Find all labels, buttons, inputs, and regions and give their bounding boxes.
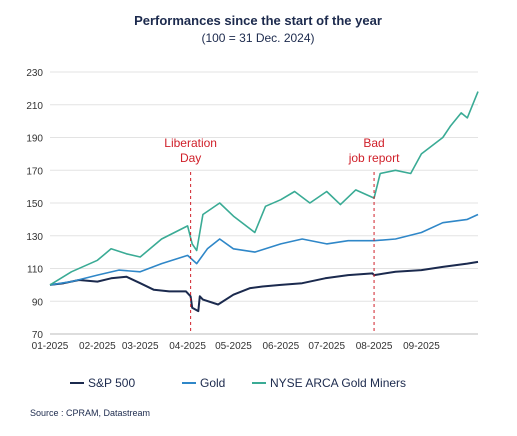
x-axis-ticks: 01-2025 02-2025 03-2025 04-2025 05-2025 06-20… — [32, 341, 441, 352]
source-note: Source : CPRAM, Datastream — [30, 408, 150, 418]
annotation-text-1-0: Bad — [363, 136, 384, 150]
series-line-0 — [49, 260, 479, 313]
annotation-text-0-0: Liberation — [164, 136, 217, 150]
x-tick-label-03-2025: 03-2025 — [122, 341, 159, 352]
y-tick-label-170: 170 — [26, 166, 43, 177]
annotation-text-0-1: Day — [180, 151, 201, 165]
y-axis-ticks: 70 90 110 130 150 170 190 210 230 — [26, 68, 43, 341]
series-lines — [49, 91, 479, 313]
x-tick-label-08-2025: 08-2025 — [356, 341, 393, 352]
series-line-1 — [49, 213, 479, 286]
x-tick-label-04-2025: 04-2025 — [169, 341, 206, 352]
y-tick-label-130: 130 — [26, 232, 43, 243]
series-line-2 — [49, 91, 479, 286]
gridlines — [50, 71, 478, 335]
y-tick-label-230: 230 — [26, 68, 43, 79]
chart-title: Performances since the start of the year — [134, 13, 382, 28]
legend-label-0: S&P 500 — [88, 376, 135, 390]
legend: S&P 500 Gold NYSE ARCA Gold Miners — [70, 376, 406, 390]
x-tick-label-05-2025: 05-2025 — [215, 341, 252, 352]
chart-subtitle: (100 = 31 Dec. 2024) — [201, 31, 314, 45]
x-tick-label-02-2025: 02-2025 — [79, 341, 116, 352]
x-tick-label-01-2025: 01-2025 — [32, 341, 69, 352]
annotation-text-1-1: job report — [348, 151, 400, 165]
x-tick-label-09-2025: 09-2025 — [403, 341, 440, 352]
x-tick-label-06-2025: 06-2025 — [262, 341, 299, 352]
y-tick-label-150: 150 — [26, 199, 43, 210]
y-tick-label-190: 190 — [26, 134, 43, 145]
legend-label-2: NYSE ARCA Gold Miners — [270, 376, 406, 390]
y-tick-label-210: 210 — [26, 101, 43, 112]
legend-label-1: Gold — [200, 376, 225, 390]
y-tick-label-110: 110 — [27, 265, 43, 276]
y-tick-label-70: 70 — [32, 330, 44, 341]
x-tick-label-07-2025: 07-2025 — [308, 341, 345, 352]
y-tick-label-90: 90 — [32, 297, 44, 308]
